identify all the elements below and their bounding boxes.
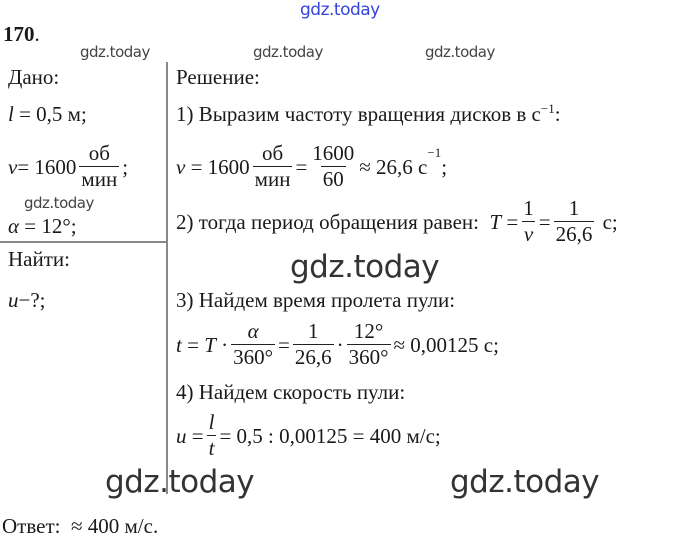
watermark: gdz.today	[425, 43, 495, 61]
given-find-divider	[0, 241, 167, 243]
watermark: gdz.today	[450, 464, 600, 500]
solution-heading: Решение:	[176, 65, 260, 89]
step-4: 4) Найдем скорость пули:	[176, 380, 406, 404]
watermark: gdz.today	[105, 464, 255, 500]
given-alpha: α = 12°;	[8, 214, 77, 238]
answer: Ответ: ≈ 400 м/с.	[2, 514, 159, 538]
find-heading: Найти:	[8, 247, 70, 271]
watermark-top: gdz.today	[300, 0, 380, 20]
watermark: gdz.today	[290, 249, 440, 285]
find-unknown: u−?;	[8, 288, 46, 312]
step-2: 2) тогда период обращения равен: T = 1 ν = 1…	[176, 196, 618, 247]
equation-4: u = l t = 0,5 : 0,00125 = 400 м/с;	[176, 410, 441, 461]
step-3: 3) Найдем время пролета пули:	[176, 288, 456, 312]
watermark: gdz.today	[253, 43, 323, 61]
watermark: gdz.today	[24, 194, 94, 212]
problem-number: 170.	[3, 22, 40, 46]
equation-3: t = T · α 360° = 1 26,6 · 12° 360° ≈ 0,00125 с;	[176, 319, 499, 370]
given-l: l = 0,5 м;	[8, 102, 87, 126]
watermark: gdz.today	[80, 43, 150, 61]
given-heading: Дано:	[8, 65, 60, 89]
given-nu: ν = 1600 об мин;	[8, 141, 129, 192]
equation-1: ν = 1600 об мин = 1600 60 ≈ 26,6 с −1;	[176, 141, 448, 192]
column-divider	[166, 62, 168, 494]
step-1: 1) Выразим частоту вращения дисков в с−1…	[176, 101, 561, 126]
fraction: об мин	[79, 141, 120, 192]
